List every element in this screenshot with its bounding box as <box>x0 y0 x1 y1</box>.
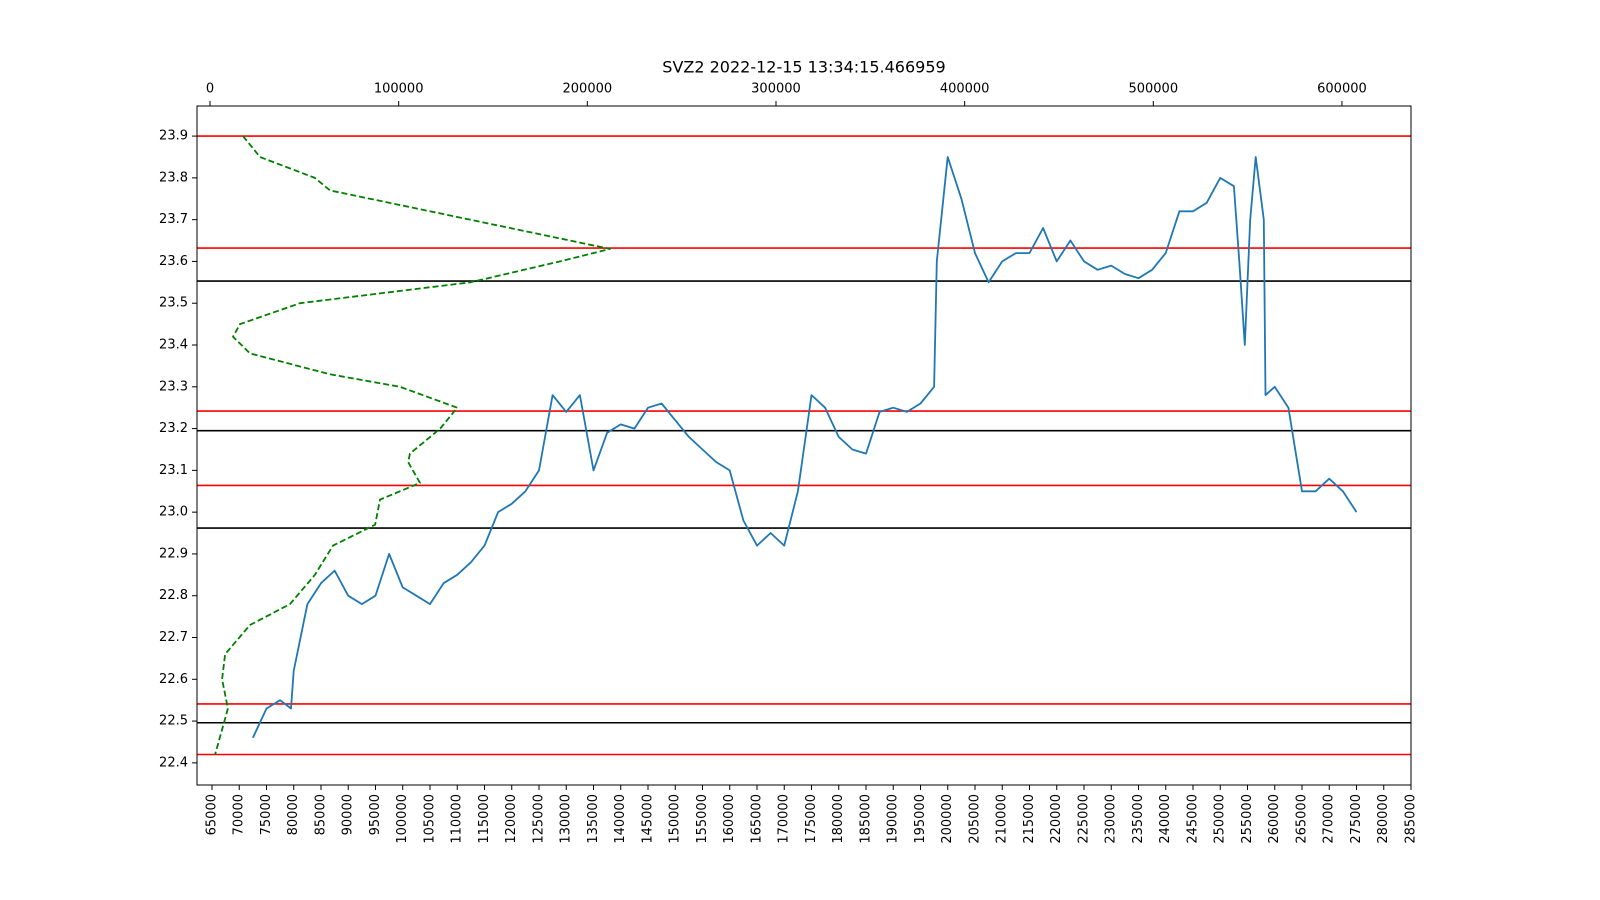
x2-tick-label: 100000 <box>374 82 424 97</box>
x-tick-label: 85000 <box>313 794 328 835</box>
x-tick-label: 170000 <box>777 794 792 844</box>
x-tick-label: 255000 <box>1240 794 1255 844</box>
x-tick-label: 220000 <box>1049 794 1064 844</box>
x2-tick-label: 600000 <box>1317 82 1367 97</box>
y-tick-label: 22.9 <box>159 546 188 561</box>
y-tick-label: 22.6 <box>159 672 188 687</box>
x-tick-label: 245000 <box>1185 794 1200 844</box>
x-tick-label: 200000 <box>940 794 955 844</box>
x-tick-label: 70000 <box>232 794 247 835</box>
x-tick-label: 250000 <box>1213 794 1228 844</box>
x-tick-label: 225000 <box>1076 794 1091 844</box>
x-tick-label: 275000 <box>1349 794 1364 844</box>
x-tick-label: 95000 <box>368 794 383 835</box>
x-tick-label: 135000 <box>586 794 601 844</box>
y-tick-label: 22.5 <box>159 714 188 729</box>
y-tick-label: 23.6 <box>159 254 188 269</box>
plot-frame <box>196 105 1412 786</box>
x-tick-label: 65000 <box>204 794 219 835</box>
x-tick-label: 120000 <box>504 794 519 844</box>
y-tick-label: 23.1 <box>159 463 188 478</box>
x2-tick-label: 300000 <box>751 82 801 97</box>
y-tick-label: 23.3 <box>159 379 188 394</box>
y-tick-label: 23.2 <box>159 421 188 436</box>
x-tick-label: 195000 <box>913 794 928 844</box>
x-tick-label: 155000 <box>695 794 710 844</box>
x2-tick-label: 500000 <box>1128 82 1178 97</box>
x-tick-label: 115000 <box>477 794 492 844</box>
y-tick-label: 22.4 <box>159 755 188 770</box>
x-tick-label: 180000 <box>831 794 846 844</box>
x-tick-label: 190000 <box>886 794 901 844</box>
x-tick-label: 75000 <box>259 794 274 835</box>
chart-title: SVZ2 2022-12-15 13:34:15.466959 <box>662 58 945 77</box>
x-tick-label: 280000 <box>1376 794 1391 844</box>
x-tick-label: 230000 <box>1104 794 1119 844</box>
x-tick-label: 140000 <box>613 794 628 844</box>
profile-line <box>214 135 611 755</box>
x-tick-label: 110000 <box>450 794 465 844</box>
x-tick-label: 105000 <box>422 794 437 844</box>
y-tick-label: 23.5 <box>159 296 188 311</box>
x-tick-label: 90000 <box>341 794 356 835</box>
x-tick-label: 125000 <box>531 794 546 844</box>
x-tick-label: 165000 <box>749 794 764 844</box>
x-tick-label: 80000 <box>286 794 301 835</box>
x2-tick-label: 0 <box>206 82 214 97</box>
y-tick-label: 23.7 <box>159 212 188 227</box>
y-tick-label: 22.8 <box>159 588 188 603</box>
x-tick-label: 265000 <box>1294 794 1309 844</box>
x-tick-label: 240000 <box>1158 794 1173 844</box>
x-tick-label: 175000 <box>804 794 819 844</box>
x-tick-label: 100000 <box>395 794 410 844</box>
y-tick-label: 23.9 <box>159 129 188 144</box>
x-tick-label: 270000 <box>1322 794 1337 844</box>
y-tick-label: 23.0 <box>159 505 188 520</box>
x-tick-label: 130000 <box>559 794 574 844</box>
x-tick-label: 215000 <box>1022 794 1037 844</box>
x-tick-label: 285000 <box>1404 794 1419 844</box>
x2-tick-label: 400000 <box>940 82 990 97</box>
x-tick-label: 150000 <box>668 794 683 844</box>
y-tick-label: 22.7 <box>159 630 188 645</box>
x-tick-label: 205000 <box>967 794 982 844</box>
y-tick-label: 23.8 <box>159 170 188 185</box>
x-tick-label: 210000 <box>995 794 1010 844</box>
y-tick-label: 23.4 <box>159 338 188 353</box>
price-line <box>252 156 1358 739</box>
x-tick-label: 260000 <box>1267 794 1282 844</box>
x2-tick-label: 200000 <box>563 82 613 97</box>
x-tick-label: 185000 <box>858 794 873 844</box>
x-tick-label: 145000 <box>640 794 655 844</box>
x-tick-label: 160000 <box>722 794 737 844</box>
x-tick-label: 235000 <box>1131 794 1146 844</box>
